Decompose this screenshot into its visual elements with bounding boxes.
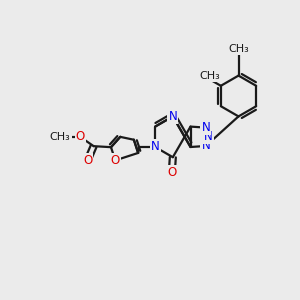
Text: O: O — [111, 154, 120, 167]
Text: N: N — [169, 110, 177, 123]
Text: N: N — [151, 140, 160, 154]
Text: CH₃: CH₃ — [50, 132, 70, 142]
Text: CH₃: CH₃ — [200, 70, 220, 81]
Text: CH₃: CH₃ — [228, 44, 249, 54]
Text: O: O — [76, 130, 85, 143]
Text: O: O — [83, 154, 92, 167]
Text: N: N — [201, 121, 210, 134]
Text: O: O — [167, 166, 176, 179]
Text: N: N — [201, 140, 210, 152]
Text: N: N — [204, 130, 213, 143]
